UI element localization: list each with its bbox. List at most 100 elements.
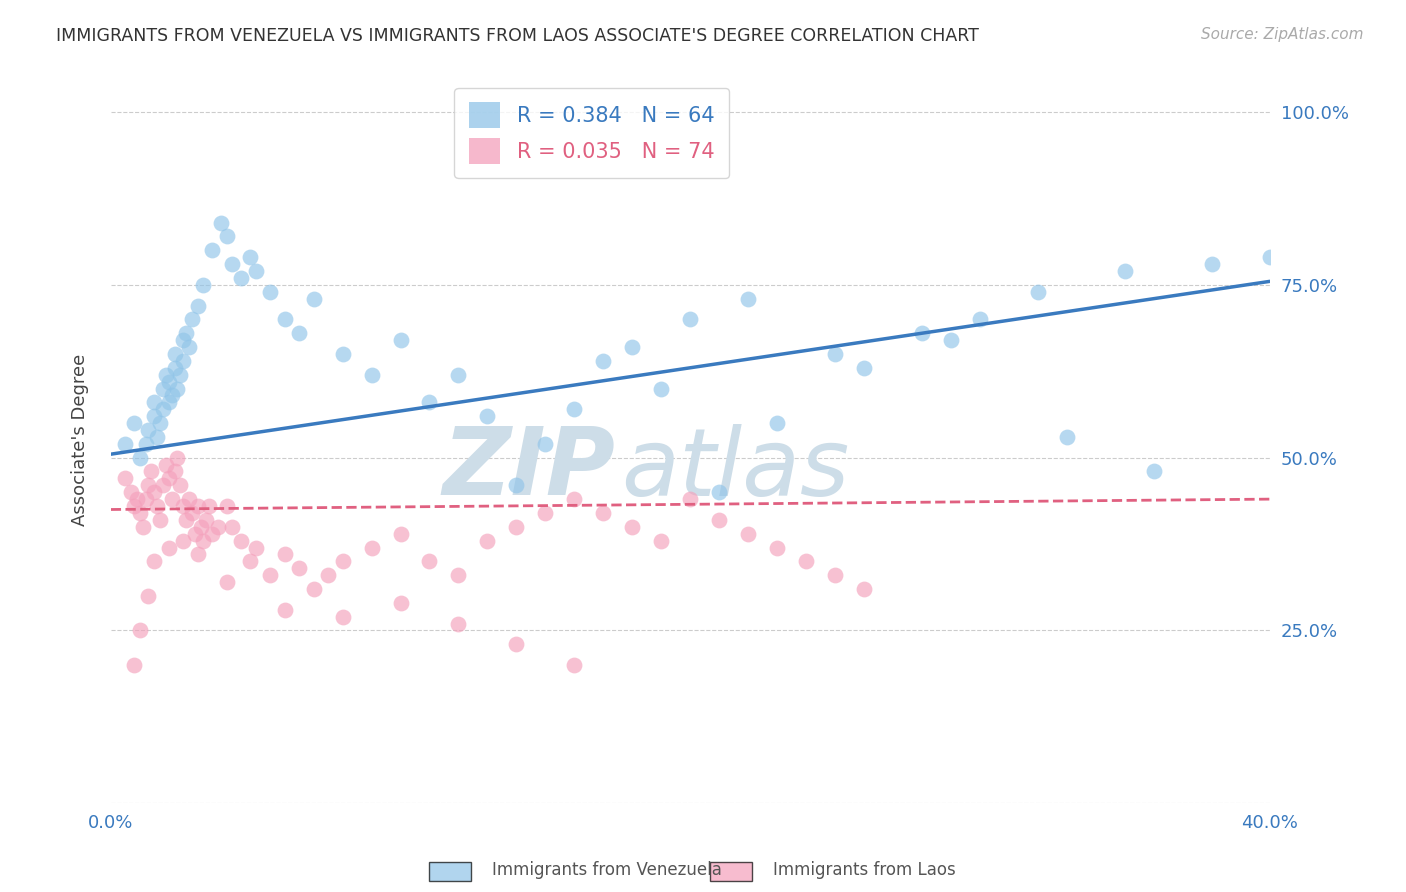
- Legend: R = 0.384   N = 64, R = 0.035   N = 74: R = 0.384 N = 64, R = 0.035 N = 74: [454, 87, 730, 178]
- Point: [180, 506, 202, 520]
- Point: [273, 603, 295, 617]
- Point: [172, 333, 194, 347]
- Point: [824, 347, 846, 361]
- Point: [166, 382, 188, 396]
- Point: [709, 485, 731, 500]
- Point: [122, 499, 145, 513]
- Point: [332, 554, 354, 568]
- Text: ZIP: ZIP: [441, 424, 614, 516]
- Point: [505, 478, 527, 492]
- Point: [157, 471, 180, 485]
- Text: Source: ZipAtlas.com: Source: ZipAtlas.com: [1201, 27, 1364, 42]
- Point: [138, 478, 160, 492]
- Point: [190, 520, 212, 534]
- Point: [169, 478, 191, 492]
- Point: [562, 658, 585, 673]
- Point: [157, 395, 180, 409]
- Point: [138, 589, 160, 603]
- Point: [231, 271, 253, 285]
- Point: [172, 499, 194, 513]
- Point: [259, 568, 281, 582]
- Point: [143, 395, 166, 409]
- Point: [187, 299, 209, 313]
- Point: [174, 326, 197, 341]
- Point: [447, 568, 470, 582]
- Point: [125, 492, 148, 507]
- Point: [201, 526, 224, 541]
- Point: [187, 548, 209, 562]
- Point: [146, 499, 169, 513]
- Point: [766, 541, 789, 555]
- Point: [650, 533, 672, 548]
- Point: [621, 520, 644, 534]
- Point: [766, 416, 789, 430]
- Point: [505, 520, 527, 534]
- Point: [120, 485, 142, 500]
- Point: [215, 499, 238, 513]
- Point: [138, 423, 160, 437]
- Point: [239, 554, 262, 568]
- Point: [562, 492, 585, 507]
- Y-axis label: Associate's Degree: Associate's Degree: [72, 354, 89, 526]
- Point: [169, 368, 191, 382]
- Point: [141, 465, 163, 479]
- Point: [853, 582, 876, 596]
- Point: [332, 609, 354, 624]
- Point: [143, 554, 166, 568]
- Point: [172, 533, 194, 548]
- Point: [418, 395, 440, 409]
- Point: [505, 637, 527, 651]
- Point: [160, 492, 183, 507]
- Point: [650, 382, 672, 396]
- Point: [114, 471, 136, 485]
- Point: [143, 485, 166, 500]
- Point: [477, 409, 499, 424]
- Point: [592, 506, 614, 520]
- Point: [824, 568, 846, 582]
- Point: [939, 333, 962, 347]
- Point: [209, 216, 232, 230]
- Point: [418, 554, 440, 568]
- Point: [389, 333, 412, 347]
- Point: [239, 250, 262, 264]
- Point: [389, 596, 412, 610]
- Point: [128, 450, 150, 465]
- Point: [245, 541, 267, 555]
- Point: [447, 616, 470, 631]
- Point: [152, 382, 174, 396]
- Point: [193, 533, 215, 548]
- Point: [163, 465, 186, 479]
- Point: [163, 360, 186, 375]
- Point: [360, 368, 382, 382]
- Point: [187, 499, 209, 513]
- Point: [259, 285, 281, 299]
- Point: [360, 541, 382, 555]
- Point: [160, 388, 183, 402]
- Point: [534, 506, 557, 520]
- Point: [709, 513, 731, 527]
- Point: [215, 229, 238, 244]
- Point: [794, 554, 817, 568]
- Point: [122, 416, 145, 430]
- Point: [332, 347, 354, 361]
- Text: atlas: atlas: [620, 424, 849, 515]
- Point: [195, 513, 218, 527]
- Point: [302, 292, 325, 306]
- Point: [177, 492, 200, 507]
- Point: [316, 568, 339, 582]
- Point: [131, 520, 153, 534]
- Text: IMMIGRANTS FROM VENEZUELA VS IMMIGRANTS FROM LAOS ASSOCIATE'S DEGREE CORRELATION: IMMIGRANTS FROM VENEZUELA VS IMMIGRANTS …: [56, 27, 979, 45]
- Point: [146, 430, 169, 444]
- Text: Immigrants from Laos: Immigrants from Laos: [773, 861, 956, 879]
- Point: [1258, 250, 1281, 264]
- Point: [1201, 257, 1223, 271]
- Point: [679, 312, 702, 326]
- Point: [180, 312, 202, 326]
- Point: [143, 409, 166, 424]
- Point: [157, 541, 180, 555]
- Point: [737, 292, 759, 306]
- Point: [477, 533, 499, 548]
- Point: [534, 437, 557, 451]
- Point: [128, 624, 150, 638]
- Point: [288, 326, 311, 341]
